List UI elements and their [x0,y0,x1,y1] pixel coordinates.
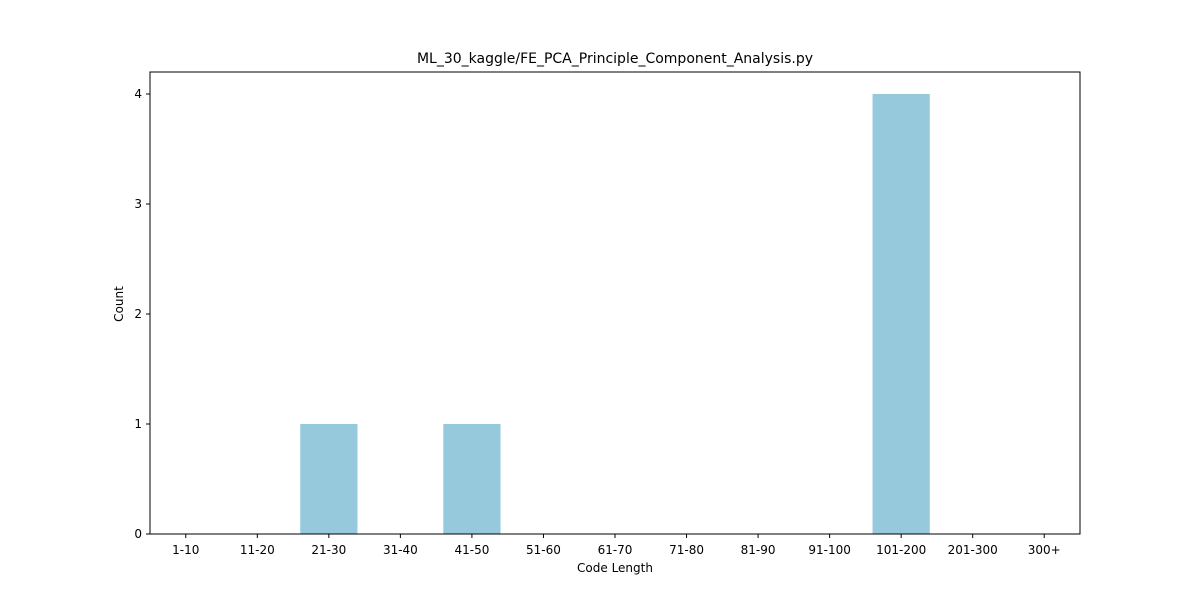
y-tick-label: 0 [134,527,142,541]
y-tick-label: 2 [134,307,142,321]
x-tick-label: 51-60 [526,543,561,557]
bars [300,94,930,534]
x-axis-label: Code Length [577,561,653,575]
x-tick-label: 21-30 [311,543,346,557]
x-tick-label: 300+ [1028,543,1061,557]
x-tick-label: 41-50 [454,543,489,557]
x-tick-label: 11-20 [240,543,275,557]
bar-41-50 [443,424,501,534]
x-tick-label: 91-100 [808,543,851,557]
x-tick-label: 201-300 [948,543,998,557]
x-tick-label: 101-200 [876,543,926,557]
x-axis-ticks: 1-10 11-20 21-30 31-40 41-50 51-60 61-70 71-80 8… [172,534,1061,557]
bar-101-200 [872,94,930,534]
chart-title: ML_30_kaggle/FE_PCA_Principle_Component_… [417,51,813,67]
y-tick-label: 4 [134,87,142,101]
x-tick-label: 31-40 [383,543,418,557]
y-axis-label: Count [112,286,126,322]
x-tick-label: 1-10 [172,543,199,557]
plot-frame [149,71,1081,535]
x-tick-label: 71-80 [669,543,704,557]
y-axis-ticks: 0 1 2 3 4 [134,87,150,541]
y-tick-label: 3 [134,197,142,211]
bar-21-30 [300,424,358,534]
x-tick-label: 81-90 [741,543,776,557]
y-tick-label: 1 [134,417,142,431]
x-tick-label: 61-70 [598,543,633,557]
